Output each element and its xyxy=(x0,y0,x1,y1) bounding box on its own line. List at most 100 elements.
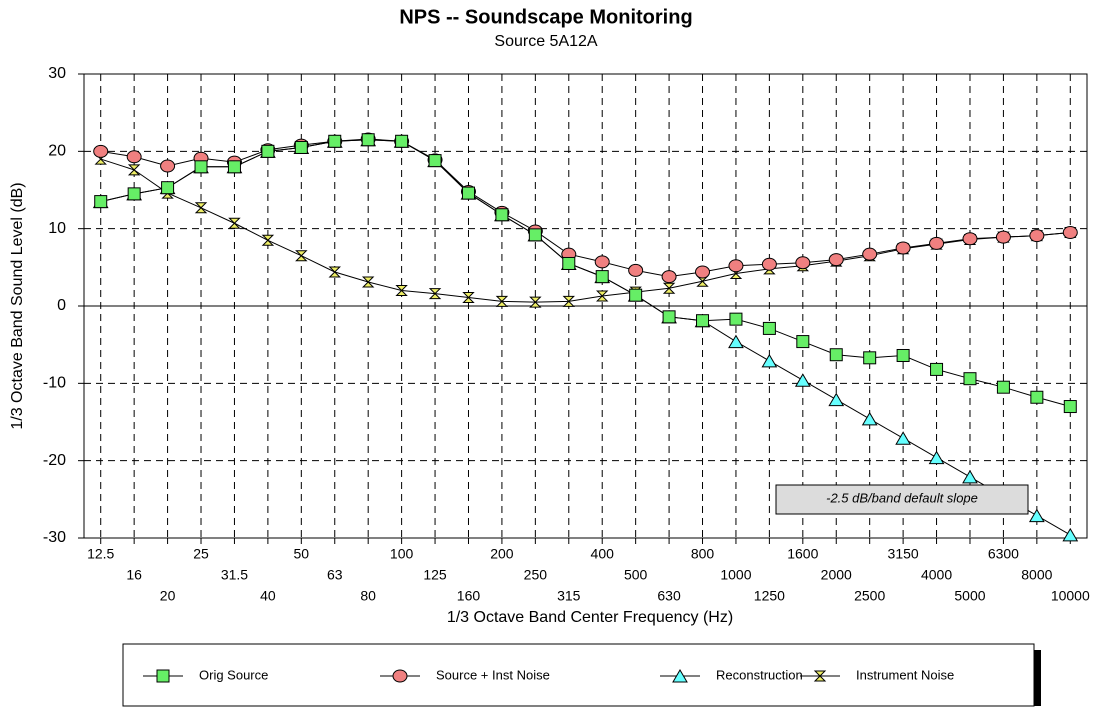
y-tick-label: 10 xyxy=(48,220,66,237)
marker-square xyxy=(428,154,442,168)
marker-square xyxy=(729,312,743,326)
marker-circle xyxy=(93,144,109,158)
marker-bowtie xyxy=(127,164,141,176)
marker-square xyxy=(461,186,475,200)
x-tick-label: 250 xyxy=(524,567,548,583)
marker-circle xyxy=(962,232,978,246)
marker-circle xyxy=(661,270,677,284)
legend-label: Source + Inst Noise xyxy=(436,667,550,682)
marker-square xyxy=(662,310,676,324)
marker-square xyxy=(127,187,141,201)
x-tick-label: 1000 xyxy=(720,567,751,583)
y-tick-label: -20 xyxy=(43,452,66,469)
x-tick-label: 20 xyxy=(160,588,176,604)
x-tick-label: 125 xyxy=(423,567,447,583)
marker-triangle xyxy=(895,431,911,445)
x-tick-label: 2500 xyxy=(854,588,885,604)
y-tick-label: 30 xyxy=(48,65,66,82)
x-tick-label: 200 xyxy=(490,546,514,562)
plot-frame xyxy=(83,73,1088,539)
marker-bowtie xyxy=(395,285,408,297)
marker-circle xyxy=(160,159,176,173)
marker-circle xyxy=(862,247,878,261)
marker-bowtie xyxy=(529,296,542,308)
marker-bowtie xyxy=(194,202,208,214)
marker-circle xyxy=(1029,229,1045,243)
marker-triangle xyxy=(761,353,778,368)
marker-triangle xyxy=(1028,508,1045,523)
x-tick-label: 16 xyxy=(126,567,142,583)
legend-label: Reconstruction xyxy=(716,667,803,682)
legend-label: Instrument Noise xyxy=(856,667,954,682)
legend-label: Orig Source xyxy=(199,667,268,682)
marker-circle xyxy=(995,230,1011,244)
x-tick-label: 3150 xyxy=(888,546,919,562)
marker-square xyxy=(261,144,275,158)
marker-square xyxy=(227,160,241,174)
marker-square xyxy=(629,288,643,302)
marker-square xyxy=(94,195,108,209)
x-tick-label: 10000 xyxy=(1051,588,1090,604)
x-tick-label: 160 xyxy=(457,588,481,604)
marker-circle xyxy=(594,255,610,269)
marker-triangle xyxy=(672,669,688,683)
marker-triangle xyxy=(1062,527,1079,542)
marker-triangle xyxy=(728,334,744,349)
marker-square xyxy=(829,348,843,362)
x-tick-label: 50 xyxy=(294,546,310,562)
legend-box xyxy=(122,643,1035,707)
marker-square xyxy=(1030,390,1044,404)
marker-circle xyxy=(628,263,644,277)
marker-bowtie xyxy=(562,295,575,307)
marker-circle xyxy=(1062,226,1078,240)
marker-triangle xyxy=(928,450,945,465)
series-line xyxy=(100,138,1071,278)
y-tick-label: -30 xyxy=(43,529,66,546)
marker-bowtie xyxy=(261,234,275,246)
x-tick-label: 500 xyxy=(624,567,648,583)
marker-square xyxy=(156,669,170,683)
marker-circle xyxy=(126,150,142,164)
marker-circle xyxy=(392,669,408,683)
x-tick-label: 8000 xyxy=(1021,567,1052,583)
y-tick-label: 20 xyxy=(48,143,66,160)
marker-square xyxy=(863,351,877,365)
marker-square xyxy=(595,270,609,284)
legend-shadow xyxy=(1034,650,1041,706)
marker-square xyxy=(562,256,576,270)
marker-square xyxy=(495,208,509,222)
annotation-box xyxy=(775,484,1029,515)
x-tick-label: 1600 xyxy=(787,546,818,562)
x-tick-label: 5000 xyxy=(954,588,985,604)
marker-circle xyxy=(795,256,811,270)
marker-bowtie xyxy=(295,250,308,262)
x-tick-label: 25 xyxy=(193,546,209,562)
y-axis-label: 1/3 Octave Band Sound Level (dB) xyxy=(9,182,26,429)
marker-square xyxy=(194,160,208,174)
marker-square xyxy=(294,140,308,154)
marker-bowtie xyxy=(328,266,341,278)
x-tick-label: 2000 xyxy=(821,567,852,583)
marker-square xyxy=(963,372,977,386)
marker-square xyxy=(762,321,776,335)
x-axis-label: 1/3 Octave Band Center Frequency (Hz) xyxy=(447,609,733,626)
chart-title: NPS -- Soundscape Monitoring xyxy=(399,6,692,28)
marker-circle xyxy=(761,257,777,271)
marker-circle xyxy=(728,259,744,273)
marker-square xyxy=(328,134,342,148)
series-line xyxy=(100,158,1071,303)
marker-circle xyxy=(929,236,945,250)
marker-bowtie xyxy=(662,282,676,294)
x-tick-label: 800 xyxy=(691,546,715,562)
x-tick-label: 6300 xyxy=(988,546,1019,562)
marker-bowtie xyxy=(596,290,609,302)
marker-bowtie xyxy=(361,276,375,288)
marker-circle xyxy=(828,253,844,267)
marker-circle xyxy=(695,265,711,279)
marker-square xyxy=(528,228,542,242)
marker-circle xyxy=(895,241,911,255)
marker-square xyxy=(361,133,375,147)
y-tick-label: 0 xyxy=(57,297,66,314)
x-tick-label: 80 xyxy=(360,588,376,604)
